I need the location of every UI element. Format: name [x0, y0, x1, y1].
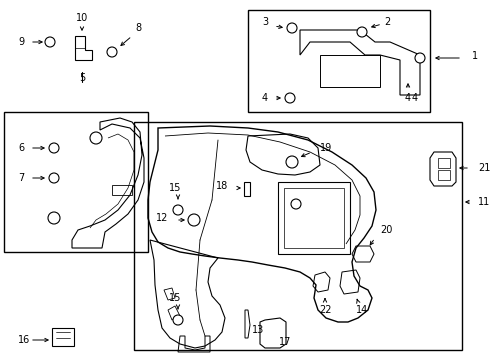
- Bar: [438, 170, 450, 180]
- Text: 15: 15: [169, 183, 181, 193]
- Text: 10: 10: [76, 13, 88, 23]
- Text: 7: 7: [18, 173, 24, 183]
- Circle shape: [90, 132, 102, 144]
- Text: 22: 22: [319, 305, 331, 315]
- Text: 2: 2: [384, 17, 390, 27]
- Text: 3: 3: [262, 17, 268, 27]
- Text: 16: 16: [18, 335, 30, 345]
- Text: 4: 4: [405, 93, 411, 103]
- Text: 17: 17: [279, 337, 291, 347]
- Circle shape: [415, 53, 425, 63]
- Circle shape: [285, 93, 295, 103]
- Text: 13: 13: [252, 325, 264, 335]
- Text: 1: 1: [472, 51, 478, 61]
- Circle shape: [48, 212, 60, 224]
- Bar: [112, 185, 132, 195]
- Circle shape: [49, 173, 59, 183]
- Bar: [52, 328, 74, 346]
- Circle shape: [188, 214, 200, 226]
- Text: 5: 5: [79, 73, 85, 83]
- Text: 15: 15: [169, 293, 181, 303]
- Text: 8: 8: [135, 23, 141, 33]
- Bar: [284, 188, 344, 248]
- Circle shape: [286, 156, 298, 168]
- Circle shape: [291, 199, 301, 209]
- Text: 18: 18: [216, 181, 228, 191]
- Bar: [248, 10, 430, 112]
- Bar: [134, 122, 462, 350]
- Circle shape: [173, 315, 183, 325]
- Bar: [438, 158, 450, 168]
- Bar: [320, 55, 380, 87]
- Text: 4: 4: [262, 93, 268, 103]
- Circle shape: [173, 205, 183, 215]
- Text: 21: 21: [478, 163, 490, 173]
- Text: 12: 12: [156, 213, 168, 223]
- Text: 6: 6: [18, 143, 24, 153]
- Text: 4: 4: [412, 93, 418, 103]
- Text: 20: 20: [380, 225, 392, 235]
- Text: 9: 9: [18, 37, 24, 47]
- Bar: [278, 182, 350, 254]
- Circle shape: [107, 47, 117, 57]
- Bar: [244, 182, 250, 196]
- Text: 14: 14: [356, 305, 368, 315]
- Text: 19: 19: [320, 143, 332, 153]
- Circle shape: [45, 37, 55, 47]
- Circle shape: [49, 143, 59, 153]
- Bar: [4, 112, 148, 252]
- Text: 11: 11: [478, 197, 490, 207]
- Circle shape: [357, 27, 367, 37]
- Circle shape: [287, 23, 297, 33]
